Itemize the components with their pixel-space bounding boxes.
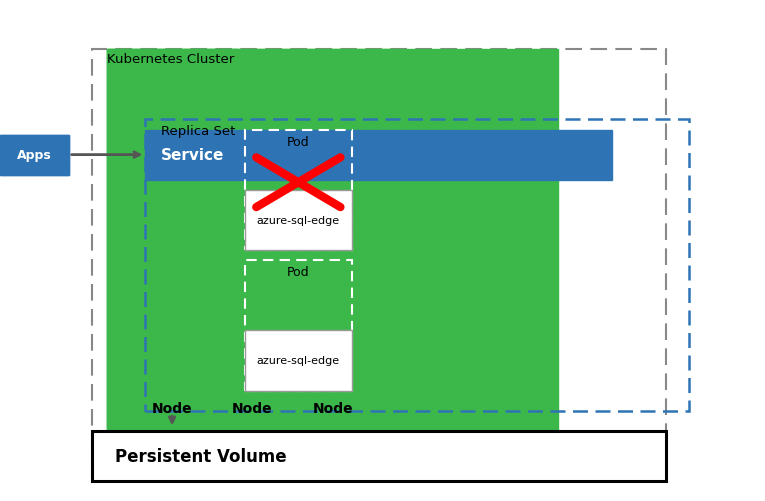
Bar <box>0 135 69 175</box>
Bar <box>0 135 69 175</box>
Text: Apps: Apps <box>17 149 52 162</box>
Text: Persistent Volume: Persistent Volume <box>115 447 286 465</box>
Text: azure-sql-edge: azure-sql-edge <box>257 356 340 366</box>
Bar <box>107 50 398 431</box>
Bar <box>107 50 558 431</box>
Bar <box>107 50 237 431</box>
Text: Pod: Pod <box>287 266 310 279</box>
Bar <box>145 120 688 411</box>
Text: Pod: Pod <box>287 135 310 148</box>
Bar <box>92 50 666 466</box>
Text: Replica Set: Replica Set <box>161 125 235 138</box>
Bar <box>145 130 612 180</box>
Text: azure-sql-edge: azure-sql-edge <box>257 215 340 225</box>
Text: Node: Node <box>312 401 353 415</box>
Text: Node: Node <box>151 401 193 415</box>
Bar <box>245 190 352 250</box>
Text: Node: Node <box>232 401 273 415</box>
Bar <box>245 261 352 391</box>
Bar <box>245 130 352 250</box>
Text: Kubernetes Cluster: Kubernetes Cluster <box>107 53 234 66</box>
Bar <box>245 331 352 391</box>
Bar <box>92 431 666 481</box>
Text: Service: Service <box>161 148 224 163</box>
